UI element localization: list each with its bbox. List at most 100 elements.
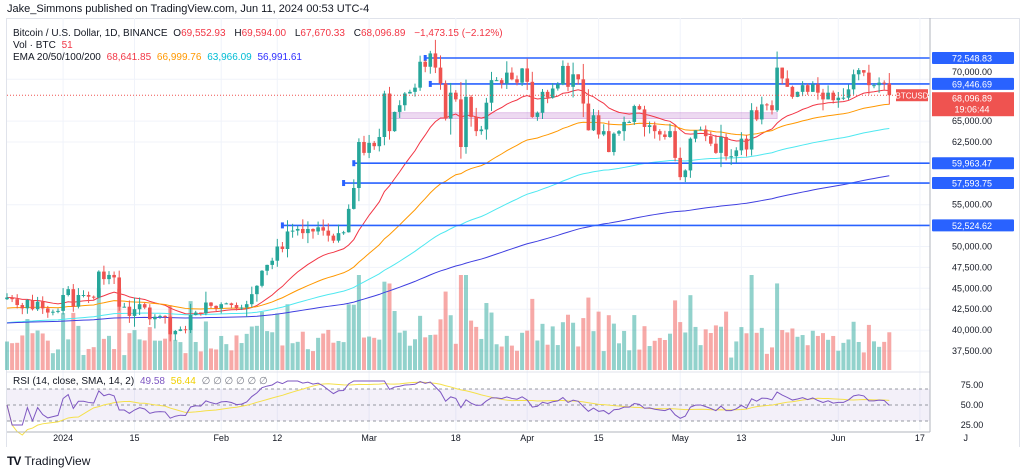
- volume-bar: [30, 333, 35, 370]
- time-tick-label: 18: [451, 433, 461, 443]
- candle: [46, 305, 50, 318]
- candle: [469, 95, 473, 127]
- candle-body: [714, 143, 718, 153]
- volume-bar: [142, 340, 147, 370]
- volume-bar: [76, 325, 81, 370]
- volume-bar: [219, 335, 224, 370]
- candle-body: [703, 129, 708, 137]
- candle-body: [561, 65, 565, 85]
- candle: [168, 306, 172, 342]
- candle-body: [632, 106, 637, 122]
- volume-bar: [729, 357, 734, 370]
- candle: [703, 125, 708, 142]
- candle: [295, 225, 300, 236]
- volume-bar: [117, 288, 122, 370]
- candle-body: [586, 103, 591, 131]
- volume-bar: [448, 315, 453, 370]
- volume-bar: [280, 345, 285, 370]
- candle-body: [214, 305, 218, 309]
- candle: [204, 291, 208, 316]
- candle-body: [484, 102, 489, 130]
- candle-body: [800, 85, 805, 92]
- volume-bar: [571, 322, 576, 370]
- candle-body: [709, 136, 713, 144]
- candle: [790, 85, 795, 99]
- candle-body: [331, 235, 336, 241]
- volume-bar: [657, 337, 662, 370]
- candle-body: [627, 121, 631, 123]
- candle: [591, 108, 596, 131]
- candle-body: [97, 271, 101, 298]
- volume-bar: [770, 347, 774, 370]
- candle: [40, 296, 45, 314]
- candle: [117, 270, 121, 311]
- candle-body: [265, 264, 269, 271]
- level-anchor: [352, 160, 356, 167]
- volume-label[interactable]: Vol · BTC: [13, 40, 56, 51]
- volume-bar: [367, 336, 372, 370]
- candle-body: [739, 138, 744, 151]
- ema-label[interactable]: EMA 20/50/100/200: [13, 52, 101, 63]
- candle: [775, 51, 779, 113]
- candle: [545, 89, 550, 104]
- candle-body: [86, 294, 91, 297]
- candle: [856, 68, 861, 81]
- candle-body: [846, 89, 851, 98]
- volume-bar: [652, 340, 657, 370]
- volume-bar: [520, 332, 525, 370]
- candle: [316, 221, 320, 235]
- candle-body: [173, 330, 178, 335]
- volume-bar: [525, 330, 530, 370]
- candle: [10, 294, 14, 303]
- volume-bar: [642, 326, 647, 370]
- candle-body: [61, 294, 65, 311]
- candle-body: [760, 104, 764, 120]
- volume-bar: [234, 335, 239, 370]
- candle-body: [724, 136, 728, 157]
- candle-body: [204, 302, 208, 314]
- candle: [199, 312, 203, 316]
- candle-body: [341, 232, 346, 234]
- volume-bar: [382, 281, 387, 370]
- candle-body: [612, 133, 616, 153]
- volume-bar: [861, 352, 866, 370]
- volume-bar: [260, 311, 264, 370]
- candle: [505, 61, 509, 90]
- candle-body: [5, 297, 9, 300]
- volume-bar: [668, 333, 672, 370]
- candle-body: [505, 72, 509, 84]
- volume-bar: [581, 318, 586, 370]
- candle-body: [489, 80, 494, 103]
- candle: [132, 297, 137, 327]
- volume-bar: [754, 332, 759, 370]
- candle: [51, 309, 55, 316]
- candle: [127, 300, 132, 323]
- candle: [826, 85, 830, 100]
- close-label: C: [353, 28, 361, 39]
- candle: [102, 265, 106, 285]
- candle: [841, 88, 846, 101]
- candle: [311, 228, 315, 239]
- candle-body: [76, 294, 81, 307]
- candle: [265, 264, 269, 276]
- candle: [321, 219, 325, 236]
- volume-bar: [601, 351, 606, 370]
- candle-body: [550, 88, 555, 98]
- candle-body: [576, 74, 580, 80]
- volume-bar: [66, 339, 71, 370]
- volume-bar: [402, 330, 407, 370]
- price-tick-label: 55,000.00: [952, 200, 992, 210]
- symbol-title[interactable]: Bitcoin / U.S. Dollar, 1D, BINANCE: [13, 28, 168, 39]
- candle: [683, 169, 688, 183]
- candle: [862, 70, 866, 77]
- chart-frame: [6, 18, 1020, 447]
- volume-bar: [724, 311, 729, 370]
- rsi-label[interactable]: RSI (14, close, SMA, 14, 2): [13, 376, 135, 387]
- volume-bar: [346, 304, 351, 370]
- candle: [729, 149, 733, 166]
- candle: [183, 325, 188, 334]
- candle-body: [790, 86, 795, 97]
- candle: [785, 70, 790, 87]
- candle: [418, 55, 422, 91]
